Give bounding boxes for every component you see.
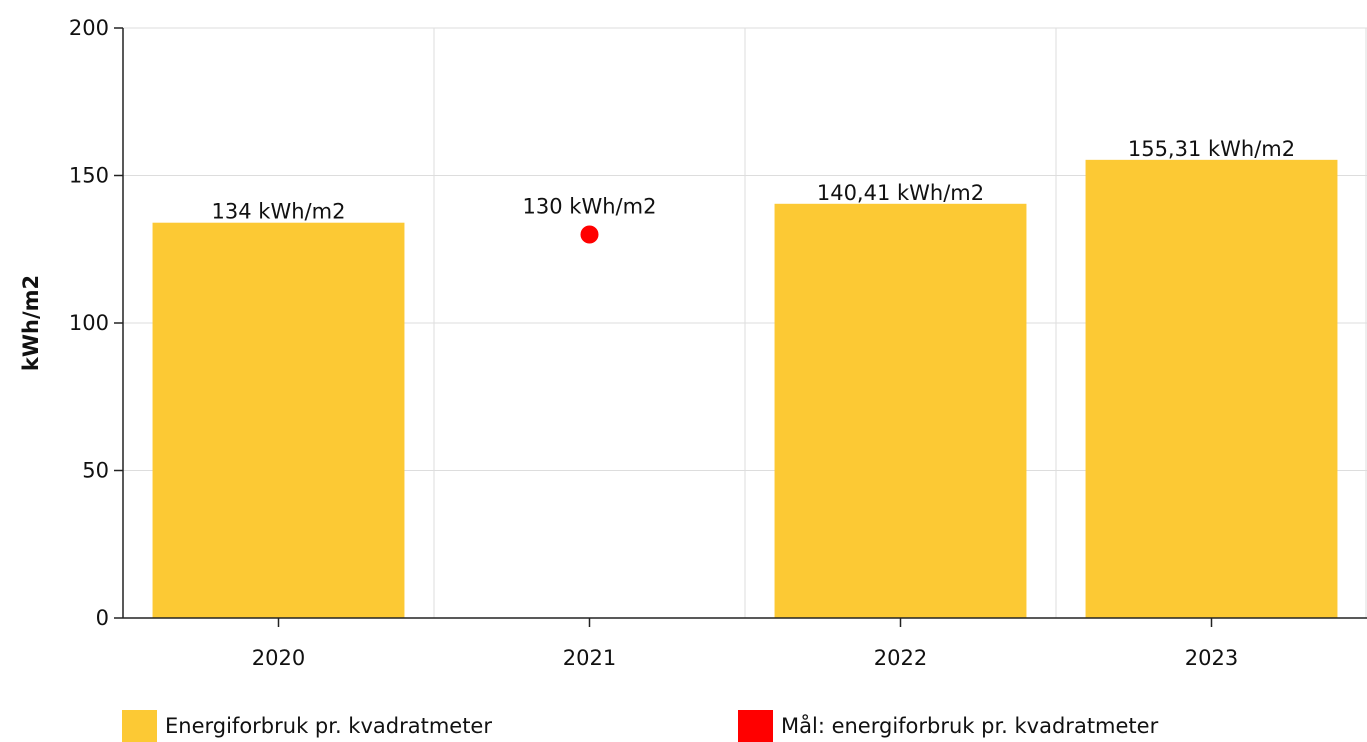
y-tick-label: 100 xyxy=(69,311,109,335)
legend-label-target: Mål: energiforbruk pr. kvadratmeter xyxy=(781,714,1159,738)
y-tick-label: 0 xyxy=(96,606,109,630)
y-tick-label: 150 xyxy=(69,164,109,188)
bar-2022 xyxy=(774,203,1027,618)
legend-swatch-target xyxy=(738,710,773,742)
x-tick-label-2020: 2020 xyxy=(252,646,305,670)
legend-item-energy[interactable]: Energiforbruk pr. kvadratmeter xyxy=(122,710,492,742)
bars xyxy=(152,159,1338,618)
y-tick-label: 50 xyxy=(82,459,109,483)
data-labels: 134 kWh/m2 140,41 kWh/m2 155,31 kWh/m2 130 … xyxy=(212,137,1296,224)
bar-label-2020: 134 kWh/m2 xyxy=(212,200,346,224)
x-tick-label-2023: 2023 xyxy=(1185,646,1238,670)
bar-label-2022: 140,41 kWh/m2 xyxy=(817,181,984,205)
y-tick-label: 200 xyxy=(69,16,109,40)
x-tick-label-2021: 2021 xyxy=(563,646,616,670)
y-axis-title: kWh/m2 xyxy=(19,275,43,371)
bar-2020 xyxy=(152,222,405,618)
target-point-2021 xyxy=(580,225,599,244)
target-label-2021: 130 kWh/m2 xyxy=(523,195,657,219)
legend-label-energy: Energiforbruk pr. kvadratmeter xyxy=(165,714,492,738)
legend-swatch-energy xyxy=(122,710,157,742)
x-tick-label-2022: 2022 xyxy=(874,646,927,670)
target-points xyxy=(580,225,599,244)
bar-label-2023: 155,31 kWh/m2 xyxy=(1128,137,1295,161)
legend-item-target[interactable]: Mål: energiforbruk pr. kvadratmeter xyxy=(738,710,1158,742)
axes: 0 50 100 150 200 2020 2021 2022 2023 xyxy=(69,16,1367,670)
bar-2023 xyxy=(1085,159,1338,618)
